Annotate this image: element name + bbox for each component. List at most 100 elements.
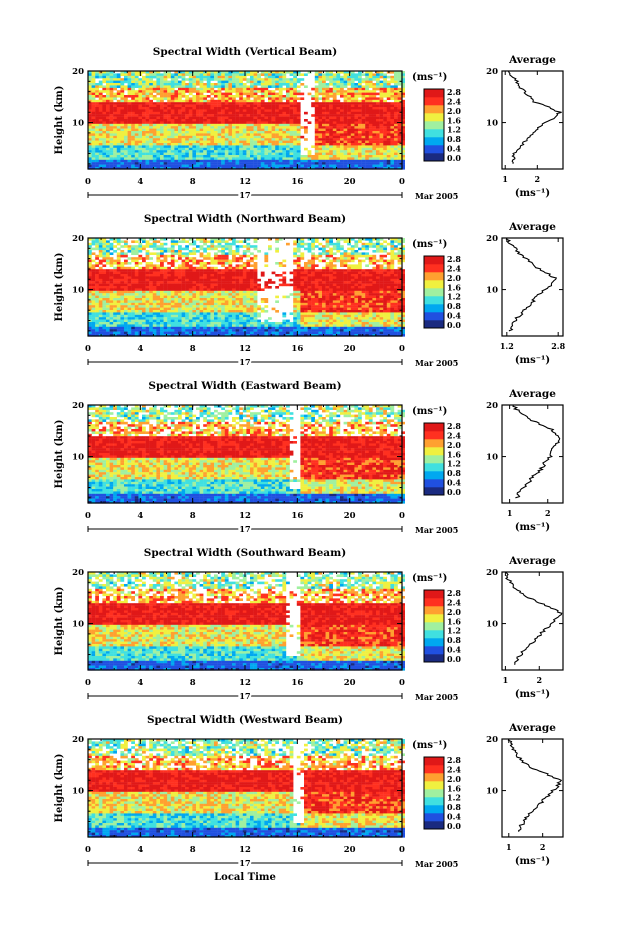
heatmap-cell	[268, 90, 272, 93]
heatmap-cell	[102, 293, 106, 296]
heatmap-cell	[192, 260, 196, 263]
heatmap-cell	[210, 322, 214, 325]
heatmap-cell	[272, 124, 276, 127]
heatmap-cell	[174, 155, 178, 158]
heatmap-cell	[250, 100, 254, 103]
heatmap-cell	[315, 129, 319, 132]
heatmap-cell	[210, 317, 214, 320]
heatmap-cell	[146, 264, 150, 267]
heatmap-cell	[311, 160, 315, 163]
heatmap-cell	[279, 83, 283, 86]
heatmap-cell	[362, 155, 366, 158]
heatmap-cell	[128, 312, 132, 315]
heatmap-cell	[210, 329, 214, 332]
heatmap-cell	[182, 126, 186, 129]
heatmap-cell	[95, 332, 99, 335]
heatmap-cell	[128, 109, 132, 112]
heatmap-cell	[92, 85, 96, 88]
heatmap-cell	[207, 117, 211, 120]
heatmap-cell	[110, 155, 114, 158]
heatmap-cell	[297, 81, 301, 84]
heatmap-cell	[225, 293, 229, 296]
heatmap-cell	[146, 73, 150, 76]
heatmap-cell	[272, 76, 276, 79]
heatmap-cell	[189, 133, 193, 136]
heatmap-cell	[167, 165, 171, 168]
heatmap-cell	[279, 81, 283, 84]
heatmap-cell	[174, 112, 178, 115]
heatmap-cell	[160, 308, 164, 311]
heatmap-cell	[164, 133, 168, 136]
heatmap-cell	[221, 133, 225, 136]
heatmap-cell	[128, 81, 132, 84]
heatmap-cell	[221, 97, 225, 100]
heatmap-cell	[178, 310, 182, 313]
heatmap-cell	[142, 93, 146, 96]
heatmap-cell	[228, 298, 232, 301]
heatmap-cell	[171, 250, 175, 253]
heatmap-cell	[99, 148, 103, 151]
heatmap-cell	[120, 88, 124, 91]
heatmap-cell	[182, 269, 186, 272]
heatmap-cell	[347, 126, 351, 129]
heatmap-cell	[146, 296, 150, 299]
heatmap-cell	[347, 145, 351, 148]
heatmap-cell	[106, 136, 110, 139]
heatmap-cell	[250, 76, 254, 79]
heatmap-cell	[398, 124, 402, 127]
heatmap-cell	[178, 112, 182, 115]
heatmap-cell	[268, 157, 272, 160]
heatmap-cell	[153, 298, 157, 301]
heatmap-cell	[102, 281, 106, 284]
heatmap-cell	[189, 300, 193, 303]
heatmap-cell	[218, 88, 222, 91]
heatmap-cell	[135, 303, 139, 306]
heatmap-cell	[196, 310, 200, 313]
heatmap-cell	[232, 76, 236, 79]
heatmap-cell	[293, 143, 297, 146]
heatmap-cell	[128, 145, 132, 148]
heatmap-cell	[138, 300, 142, 303]
heatmap-cell	[326, 162, 330, 165]
heatmap-cell	[246, 93, 250, 96]
heatmap-cell	[131, 252, 135, 255]
heatmap-cell	[336, 153, 340, 156]
heatmap-cell	[210, 105, 214, 108]
heatmap-cell	[344, 81, 348, 84]
heatmap-cell	[117, 157, 121, 160]
heatmap-cell	[185, 102, 189, 105]
heatmap-cell	[243, 124, 247, 127]
heatmap-cell	[167, 93, 171, 96]
heatmap-cell	[228, 155, 232, 158]
heatmap-cell	[102, 121, 106, 124]
heatmap-cell	[203, 85, 207, 88]
heatmap-cell	[131, 157, 135, 160]
heatmap-cell	[153, 131, 157, 134]
heatmap-cell	[336, 73, 340, 76]
heatmap-cell	[124, 279, 128, 282]
heatmap-cell	[117, 150, 121, 153]
heatmap-cell	[178, 148, 182, 151]
heatmap-cell	[250, 153, 254, 156]
heatmap-cell	[243, 114, 247, 117]
heatmap-cell	[207, 138, 211, 141]
heatmap-cell	[279, 95, 283, 98]
heatmap-cell	[372, 119, 376, 122]
heatmap-cell	[156, 81, 160, 84]
heatmap-cell	[164, 153, 168, 156]
heatmap-cell	[218, 315, 222, 318]
heatmap-cell	[117, 90, 121, 93]
heatmap-cell	[149, 136, 153, 139]
heatmap-cell	[279, 131, 283, 134]
heatmap-cell	[383, 145, 387, 148]
heatmap-cell	[275, 100, 279, 103]
heatmap-cell	[182, 76, 186, 79]
heatmap-cell	[106, 114, 110, 117]
heatmap-cell	[344, 93, 348, 96]
heatmap-cell	[333, 114, 337, 117]
heatmap-cell	[340, 112, 344, 115]
heatmap-cell	[113, 162, 117, 165]
heatmap-cell	[390, 160, 394, 163]
heatmap-cell	[146, 129, 150, 132]
heatmap-cell	[95, 88, 99, 91]
